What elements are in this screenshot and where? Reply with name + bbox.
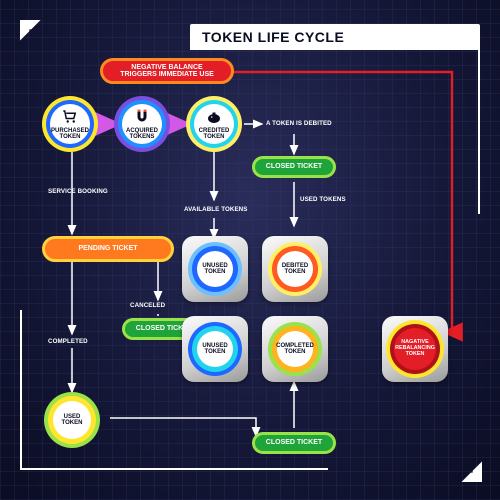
purchased-label: PURCHASEDTOKEN: [51, 128, 89, 141]
diagram-stage: TOKEN LIFE CYCLE NEGATIVE BALANCETRIGGER…: [0, 0, 500, 500]
debited-text: A TOKEN IS DEBITED: [266, 120, 332, 127]
piggy-icon: [205, 108, 223, 126]
used-token-node: USEDTOKEN: [44, 392, 100, 448]
completed-label: COMPLETEDTOKEN: [276, 343, 314, 356]
closed-ticket-a: CLOSED TICKET: [252, 156, 336, 178]
closed-ticket-c: CLOSED TICKET: [252, 432, 336, 454]
unused-token-1-node: UNUSEDTOKEN: [188, 242, 242, 296]
acquired-label: ACQUIREDTOKENS: [126, 128, 158, 141]
frame-right: [478, 50, 480, 214]
rebalancing-label: NAGATIVEREBALANCINGTOKEN: [395, 340, 435, 357]
debited-label: DEBITEDTOKEN: [282, 263, 308, 276]
magnet-icon: [133, 108, 151, 126]
frame-bottom: [20, 468, 328, 470]
corner-tl: [20, 20, 48, 48]
canceled-text: CANCELED: [130, 302, 165, 309]
unused1-label: UNUSEDTOKEN: [202, 263, 227, 276]
service-booking-text: SERVICE BOOKING: [48, 188, 108, 195]
rebalancing-token-node: NAGATIVEREBALANCINGTOKEN: [386, 320, 444, 378]
used-label: USEDTOKEN: [62, 414, 83, 427]
trigger-pill: NEGATIVE BALANCETRIGGERS IMMEDIATE USE: [100, 58, 234, 84]
closed-c-label: CLOSED TICKET: [262, 439, 326, 446]
pending-label: PENDING TICKET: [74, 245, 141, 252]
unused2-label: UNUSEDTOKEN: [202, 343, 227, 356]
available-tokens-text: AVAILABLE TOKENS: [184, 206, 247, 213]
trigger-line1: NEGATIVE BALANCETRIGGERS IMMEDIATE USE: [116, 64, 218, 79]
cart-icon: [61, 108, 79, 126]
credited-label: CREDITEDTOKEN: [199, 128, 230, 141]
corner-br: [454, 454, 482, 482]
pending-ticket-pill: PENDING TICKET: [42, 236, 174, 262]
credited-token-node: CREDITEDTOKEN: [186, 96, 242, 152]
completed-text: COMPLETED: [48, 338, 88, 345]
frame-left: [20, 310, 22, 470]
purchased-token-node: PURCHASEDTOKEN: [42, 96, 98, 152]
unused-token-2-node: UNUSEDTOKEN: [188, 322, 242, 376]
used-tokens-text: USED TOKENS: [300, 196, 346, 203]
title-band: TOKEN LIFE CYCLE: [190, 24, 480, 50]
completed-token-node: COMPLETEDTOKEN: [268, 322, 322, 376]
acquired-tokens-node: ACQUIREDTOKENS: [114, 96, 170, 152]
closed-a-label: CLOSED TICKET: [262, 163, 326, 170]
title-text: TOKEN LIFE CYCLE: [202, 29, 344, 45]
debited-token-node: DEBITEDTOKEN: [268, 242, 322, 296]
